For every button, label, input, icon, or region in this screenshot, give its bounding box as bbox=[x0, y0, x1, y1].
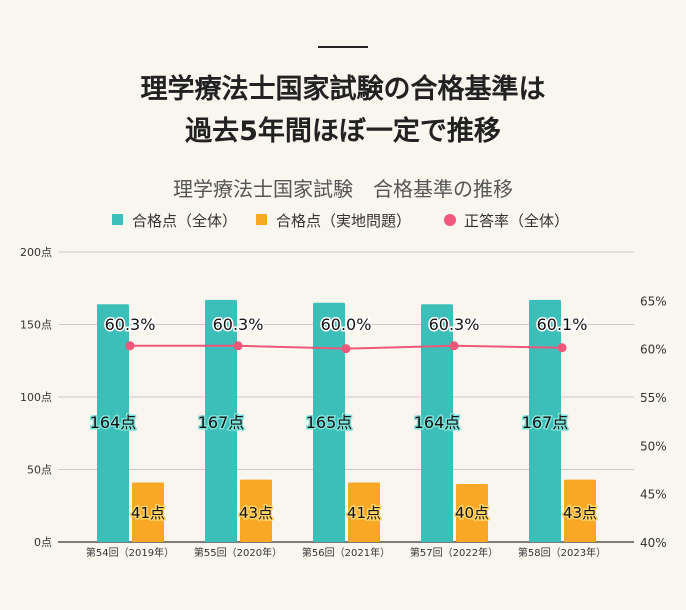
bar-total bbox=[421, 304, 453, 542]
bar-practical-label: 41点 bbox=[347, 504, 381, 522]
bar-practical-label: 43点 bbox=[563, 504, 597, 522]
legend-swatch bbox=[112, 214, 123, 225]
left-axis-tick: 100点 bbox=[20, 391, 52, 404]
bar-total-label: 164点 bbox=[90, 413, 137, 432]
rate-marker bbox=[125, 341, 135, 351]
bar-practical-label: 41点 bbox=[131, 504, 165, 522]
rate-label: 60.1% bbox=[537, 315, 588, 334]
bar-total-label: 167点 bbox=[198, 413, 245, 432]
x-axis-tick: 第56回（2021年） bbox=[302, 546, 390, 559]
bar-total-label: 164点 bbox=[414, 413, 461, 432]
right-axis-tick: 40% bbox=[640, 536, 667, 550]
legend-label: 合格点（全体） bbox=[132, 212, 237, 230]
bar-practical-label: 43点 bbox=[239, 504, 273, 522]
rate-label: 60.3% bbox=[213, 315, 264, 334]
left-axis-tick: 50点 bbox=[27, 464, 52, 477]
bar-practical-label: 40点 bbox=[455, 504, 489, 522]
bar-total bbox=[97, 304, 129, 542]
bar-practical bbox=[456, 484, 488, 542]
right-axis-tick: 45% bbox=[640, 488, 667, 502]
decorative-rule bbox=[318, 46, 368, 48]
right-axis-tick: 60% bbox=[640, 343, 667, 357]
bar-practical bbox=[348, 482, 380, 542]
left-axis-tick: 200点 bbox=[20, 246, 52, 259]
bar-total bbox=[205, 299, 237, 542]
bar-practical bbox=[564, 479, 596, 542]
rate-label: 60.3% bbox=[429, 315, 480, 334]
x-axis-tick: 第55回（2020年） bbox=[194, 546, 282, 559]
chart-title: 理学療法士国家試験 合格基準の推移 bbox=[173, 177, 513, 201]
bar-practical bbox=[132, 482, 164, 542]
left-axis-tick: 0点 bbox=[34, 536, 52, 549]
rate-label: 60.0% bbox=[321, 315, 372, 334]
rate-marker bbox=[341, 344, 351, 354]
right-axis-tick: 65% bbox=[640, 294, 667, 308]
x-axis-tick: 第57回（2022年） bbox=[410, 546, 498, 559]
bar-total bbox=[313, 302, 345, 542]
x-axis-tick: 第54回（2019年） bbox=[86, 546, 174, 559]
legend-label: 合格点（実地問題） bbox=[276, 212, 411, 230]
bar-practical bbox=[240, 479, 272, 542]
rate-marker bbox=[233, 341, 243, 351]
rate-marker bbox=[449, 341, 459, 351]
heading-line-2: 過去5年間ほぼ一定で推移 bbox=[185, 116, 501, 147]
right-axis-tick: 55% bbox=[640, 391, 667, 405]
bar-total-label: 167点 bbox=[522, 413, 569, 432]
x-axis-tick: 第58回（2023年） bbox=[518, 546, 606, 559]
heading-line-1: 理学療法士国家試験の合格基準は bbox=[140, 74, 546, 105]
bar-total-label: 165点 bbox=[306, 413, 353, 432]
left-axis-tick: 150点 bbox=[20, 319, 52, 332]
right-axis-tick: 50% bbox=[640, 439, 667, 453]
legend-label: 正答率（全体） bbox=[464, 212, 569, 230]
legend-swatch bbox=[256, 214, 267, 225]
rate-marker bbox=[557, 343, 567, 353]
legend-marker bbox=[444, 214, 456, 226]
rate-label: 60.3% bbox=[105, 315, 156, 334]
bar-total bbox=[529, 299, 561, 542]
